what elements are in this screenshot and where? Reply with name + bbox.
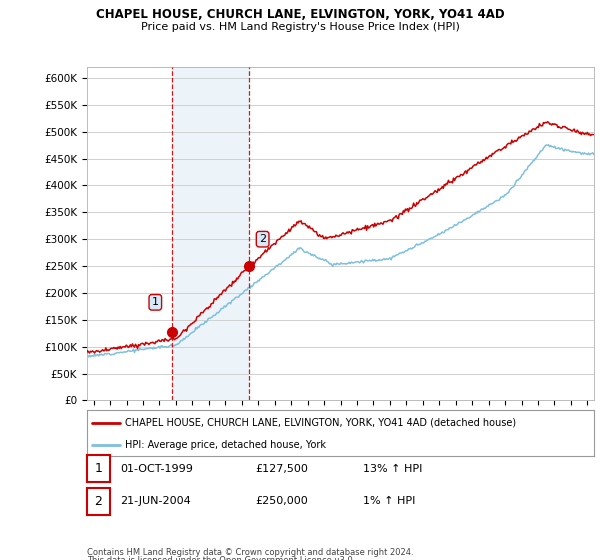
Text: £127,500: £127,500	[255, 464, 308, 474]
Text: 1: 1	[94, 462, 103, 475]
Text: Contains HM Land Registry data © Crown copyright and database right 2024.: Contains HM Land Registry data © Crown c…	[87, 548, 413, 557]
Text: 1% ↑ HPI: 1% ↑ HPI	[363, 496, 415, 506]
Text: 2: 2	[94, 494, 103, 508]
Text: 13% ↑ HPI: 13% ↑ HPI	[363, 464, 422, 474]
Text: 01-OCT-1999: 01-OCT-1999	[120, 464, 193, 474]
Text: HPI: Average price, detached house, York: HPI: Average price, detached house, York	[125, 440, 326, 450]
Text: £250,000: £250,000	[255, 496, 308, 506]
Bar	[172, 67, 250, 400]
Text: 21-JUN-2004: 21-JUN-2004	[120, 496, 191, 506]
Text: 1: 1	[152, 297, 159, 307]
Text: Price paid vs. HM Land Registry's House Price Index (HPI): Price paid vs. HM Land Registry's House …	[140, 22, 460, 32]
Text: 2: 2	[259, 234, 266, 244]
Text: CHAPEL HOUSE, CHURCH LANE, ELVINGTON, YORK, YO41 4AD (detached house): CHAPEL HOUSE, CHURCH LANE, ELVINGTON, YO…	[125, 418, 516, 428]
Text: CHAPEL HOUSE, CHURCH LANE, ELVINGTON, YORK, YO41 4AD: CHAPEL HOUSE, CHURCH LANE, ELVINGTON, YO…	[95, 8, 505, 21]
Text: This data is licensed under the Open Government Licence v3.0.: This data is licensed under the Open Gov…	[87, 556, 355, 560]
